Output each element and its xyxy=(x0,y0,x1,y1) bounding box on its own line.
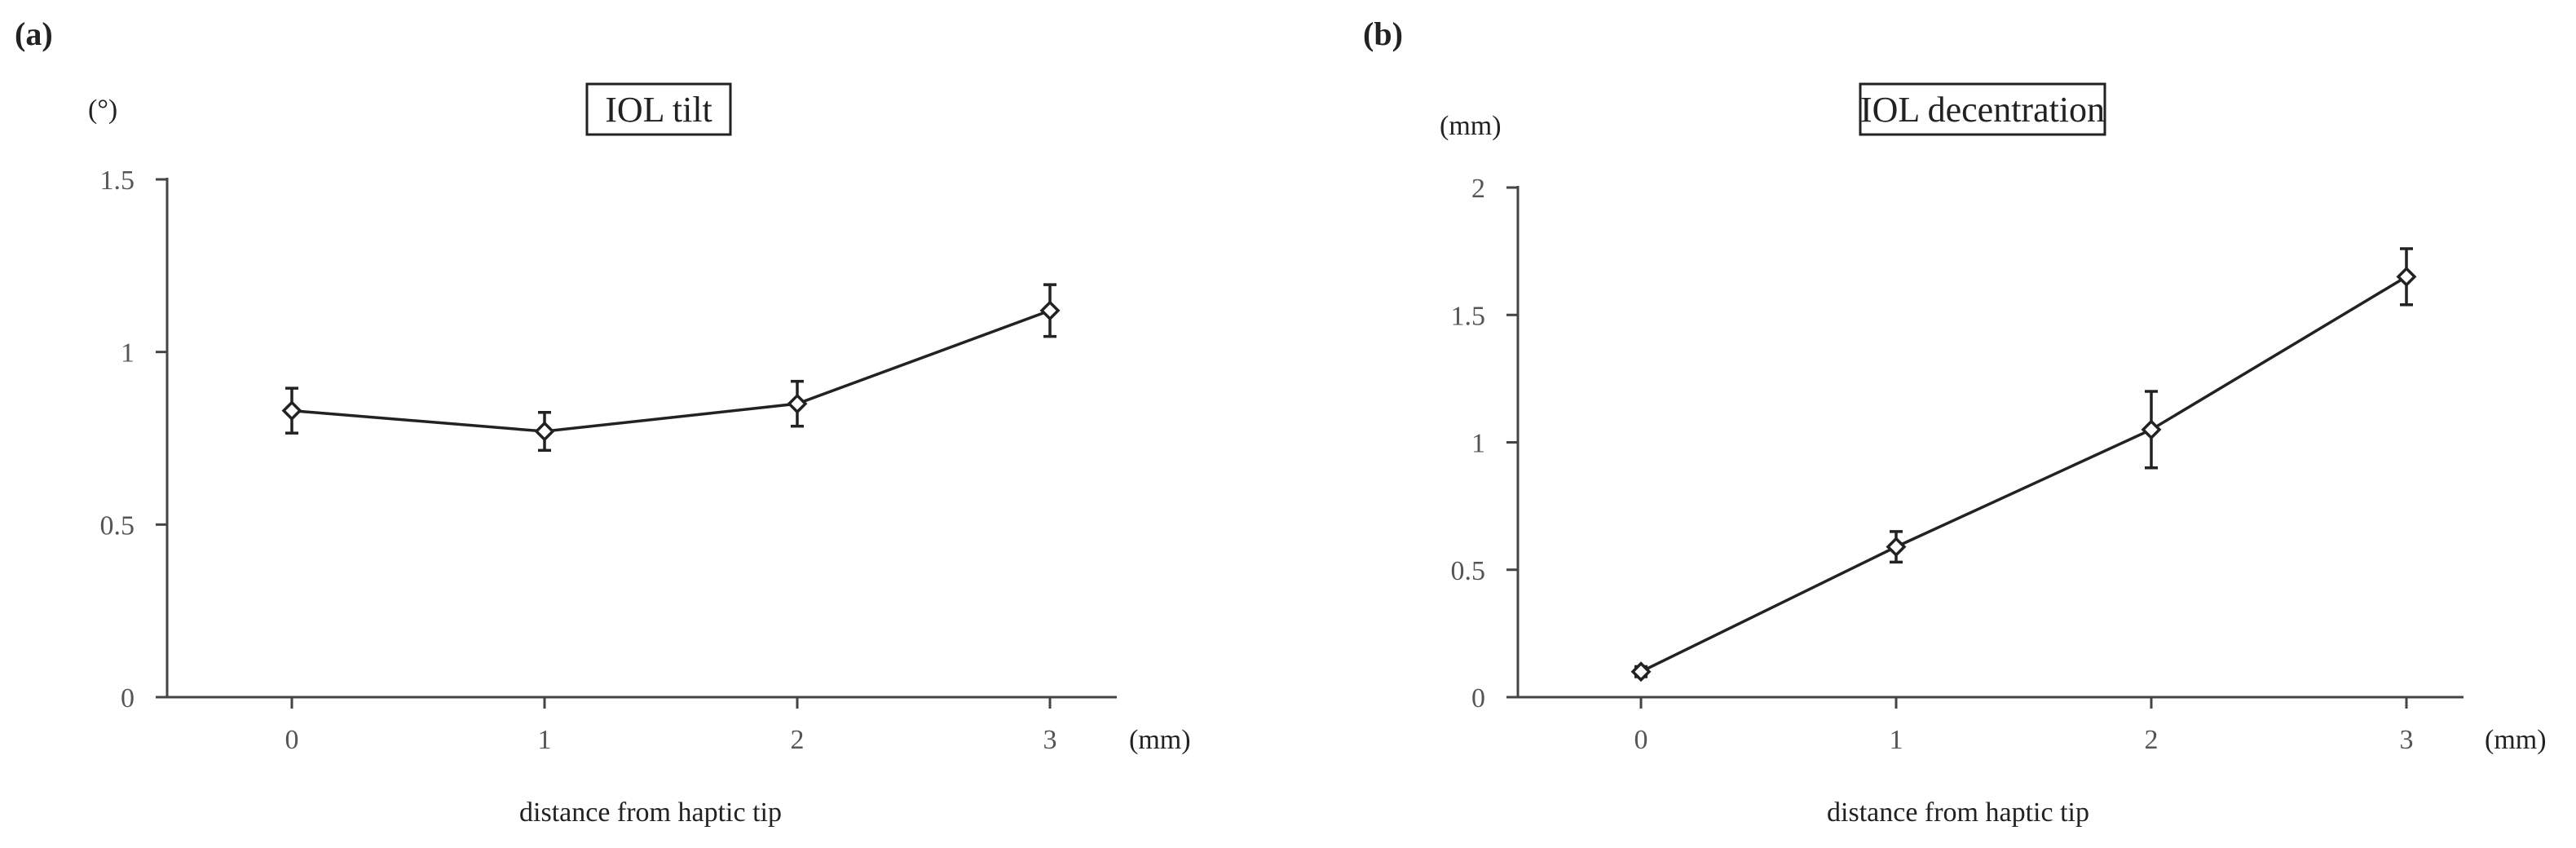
panel-b-y-tick-label: 2 xyxy=(1471,174,1485,204)
panel-a-y-ticks: 0 0.5 1 1.5 xyxy=(100,166,167,713)
panel-b-y-unit: (mm) xyxy=(1440,111,1502,141)
panel-b-data-point xyxy=(1630,661,1652,682)
panel-b-x-ticks: 0 1 2 3 xyxy=(1634,697,2414,755)
panel-b-x-tick-label: 1 xyxy=(1890,725,1903,755)
panel-b-x-label: distance from haptic tip xyxy=(1827,797,2089,828)
panel-b-y-tick-label: 1 xyxy=(1471,429,1485,459)
panel-b-y-tick-label: 0.5 xyxy=(1451,556,1486,586)
panel-a-series-line xyxy=(291,309,1051,433)
panel-a-x-tick-label: 3 xyxy=(1043,725,1057,755)
panel-a-plot-area xyxy=(281,283,1061,453)
panel-a-x-tick-label: 2 xyxy=(791,725,805,755)
panel-a-y-tick-label: 1 xyxy=(121,338,135,369)
panel-a-y-tick-label: 0.5 xyxy=(100,510,135,541)
panel-b-title: IOL decentration xyxy=(1860,90,2105,130)
panel-b-series-line xyxy=(1640,275,2407,674)
panel-b-data-point xyxy=(2396,266,2417,287)
panel-a-data-point xyxy=(534,421,555,442)
panel-b-y-ticks: 0 0.5 1 1.5 2 xyxy=(1451,174,1518,713)
panel-b-x-tick-label: 3 xyxy=(2400,725,2414,755)
panel-b-title-box xyxy=(1859,82,2106,136)
panel-a-x-unit: (mm) xyxy=(1129,725,1191,755)
panel-b-plot-area xyxy=(1630,247,2417,682)
panel-a-chart: (a) (°) IOL tilt 0 0.5 1 1.5 0 1 2 3 (mm) dist… xyxy=(15,15,1191,828)
panel-a-data-point xyxy=(281,400,302,422)
panel-a-x-ticks: 0 1 2 3 xyxy=(285,697,1057,755)
panel-b-x-tick-label: 0 xyxy=(1634,725,1648,755)
panel-a-title: IOL tilt xyxy=(605,90,712,130)
panel-b-data-point xyxy=(1886,537,1907,558)
panel-a-x-tick-label: 1 xyxy=(538,725,552,755)
panel-a-y-tick-label: 1.5 xyxy=(100,166,135,196)
panel-b-chart: (b) (mm) IOL decentration 0 0.5 1 1.5 2 0 1 2 3… xyxy=(1363,15,2547,828)
panel-a-data-point xyxy=(787,393,808,414)
panel-b-y-tick-label: 0 xyxy=(1471,683,1485,713)
panel-b-label: (b) xyxy=(1363,15,1403,52)
panel-a-x-tick-label: 0 xyxy=(285,725,299,755)
panel-a-title-box xyxy=(585,82,732,136)
panel-a-x-label: distance from haptic tip xyxy=(519,797,782,828)
panel-b-x-unit: (mm) xyxy=(2485,725,2547,755)
panel-b-x-tick-label: 2 xyxy=(2145,725,2159,755)
panel-b-data-point xyxy=(2141,419,2162,440)
panel-b-y-tick-label: 1.5 xyxy=(1451,301,1486,331)
panel-a-label: (a) xyxy=(15,15,53,52)
panel-a-y-unit: (°) xyxy=(88,95,117,125)
panel-a-y-tick-label: 0 xyxy=(121,683,135,713)
panel-a-data-point xyxy=(1039,300,1061,321)
